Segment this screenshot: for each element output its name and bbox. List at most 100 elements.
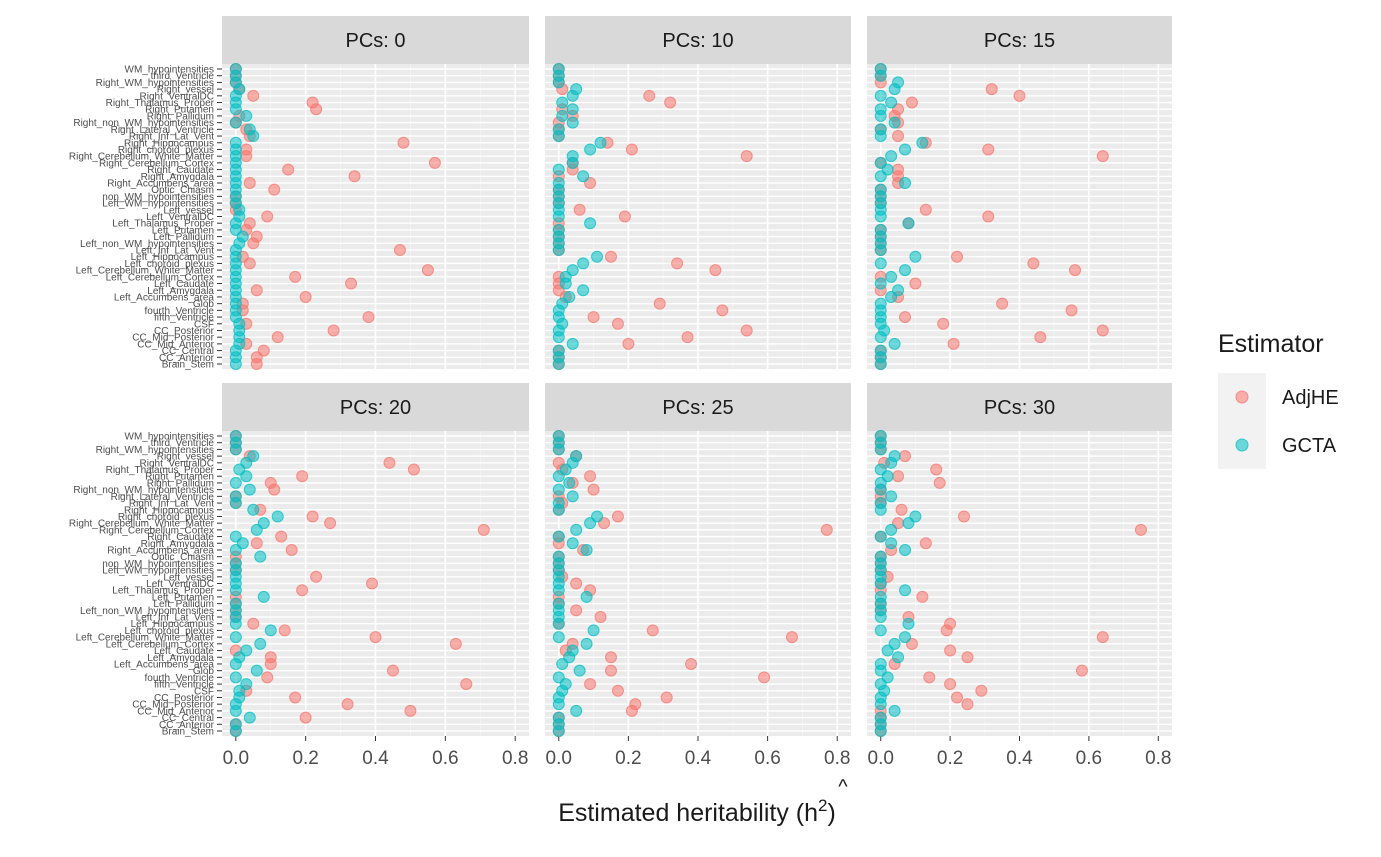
point-adjhe [604, 250, 617, 263]
point-gcta [584, 517, 597, 530]
point-adjhe [299, 290, 312, 303]
facet-label: PCs: 10 [662, 30, 733, 52]
y-tick-label: Left_Amygdala [147, 653, 214, 664]
point-adjhe [740, 324, 753, 337]
point-gcta [566, 337, 579, 350]
x-tick-label: 0.8 [824, 748, 850, 769]
y-tick-label: Left_Inf_Lat_Vent [136, 246, 215, 257]
point-adjhe [584, 470, 597, 483]
point-adjhe [930, 463, 943, 476]
point-gcta [591, 250, 604, 263]
point-adjhe [366, 577, 379, 590]
point-adjhe [250, 284, 263, 297]
point-gcta [229, 443, 242, 456]
point-gcta [254, 637, 267, 650]
point-adjhe [951, 250, 964, 263]
point-gcta [552, 130, 565, 143]
point-gcta [874, 109, 887, 122]
point-gcta [229, 543, 242, 556]
point-adjhe [345, 277, 358, 290]
point-adjhe [324, 517, 337, 530]
point-gcta [874, 331, 887, 344]
point-gcta [885, 270, 898, 283]
point-adjhe [740, 150, 753, 163]
point-adjhe [296, 584, 309, 597]
point-adjhe [289, 691, 302, 704]
point-adjhe [264, 657, 277, 670]
point-gcta [577, 284, 590, 297]
y-tick-label: WM_hypointensities [125, 65, 214, 76]
point-gcta [916, 136, 929, 149]
y-tick-label: Left_Putamen [152, 225, 214, 236]
legend: Estimator AdjHE GCTA [1218, 330, 1339, 469]
point-gcta [229, 116, 242, 129]
point-adjhe [716, 304, 729, 317]
x-tick-label: 0.6 [1076, 748, 1102, 769]
point-adjhe [584, 678, 597, 691]
facet-panel-1: PCs: 10 [545, 16, 851, 370]
point-adjhe [268, 483, 281, 496]
legend-title: Estimator [1218, 330, 1324, 358]
point-adjhe [310, 570, 323, 583]
facet-label: PCs: 0 [345, 30, 405, 52]
point-adjhe [421, 264, 434, 277]
y-tick-label: CSF [194, 319, 214, 330]
point-adjhe [268, 183, 281, 196]
y-tick-label: CC_Posterior [154, 326, 215, 337]
y-tick-label: Glob [193, 299, 215, 310]
y-tick-label: CC_Mid_Posterior [132, 700, 214, 711]
point-adjhe [369, 631, 382, 644]
point-gcta [577, 170, 590, 183]
point-gcta [229, 704, 242, 717]
point-gcta [874, 483, 887, 496]
y-tick-label: Right_WM_hypointensities [96, 445, 214, 456]
point-adjhe [895, 503, 908, 516]
point-gcta [566, 116, 579, 129]
point-gcta [264, 624, 277, 637]
point-adjhe [604, 651, 617, 664]
facet-panel-5: PCs: 30 0.0 0.2 0.4 0.6 0.8 [867, 383, 1172, 769]
y-tick-label: Right_non_WM_hypointensities [73, 485, 214, 496]
point-adjhe [397, 136, 410, 149]
point-adjhe [285, 543, 298, 556]
y-tick-label: Right_VentralDC [140, 91, 214, 102]
y-tick-label: Left_WM_hypointensities [102, 199, 214, 210]
point-gcta [892, 651, 905, 664]
point-gcta [570, 523, 583, 536]
point-adjhe [386, 664, 399, 677]
y-tick-label: fourth_Ventricle [145, 673, 215, 684]
facet-panel-4: PCs: 25 0.0 0.2 0.4 0.6 0.8 [545, 383, 851, 769]
point-gcta [580, 590, 593, 603]
point-adjhe [587, 311, 600, 324]
y-tick-label: Right_Inf_Lat_Vent [129, 132, 214, 143]
point-gcta [902, 517, 915, 530]
x-tick-label: 0.0 [868, 748, 894, 769]
y-tick-label: Right_Inf_Lat_Vent [129, 499, 214, 510]
point-adjhe [240, 150, 253, 163]
point-adjhe [247, 237, 260, 250]
point-gcta [566, 156, 579, 169]
point-adjhe [996, 297, 1009, 310]
y-tick-label: Left_Pallidum [153, 599, 214, 610]
point-gcta [874, 611, 887, 624]
y-tick-label: Right_Caudate [147, 532, 214, 543]
point-gcta [885, 290, 898, 303]
y-tick-label: Left_Accumbens_area [114, 292, 215, 303]
point-adjhe [951, 691, 964, 704]
y-tick-label: Right_Lateral_Ventricle [111, 492, 215, 503]
point-adjhe [407, 463, 420, 476]
point-adjhe [611, 684, 624, 697]
y-tick-label: Right_choroid_plexus [118, 145, 214, 156]
point-adjhe [271, 331, 284, 344]
point-adjhe [296, 470, 309, 483]
point-adjhe [250, 537, 263, 550]
point-adjhe [1065, 304, 1078, 317]
point-adjhe [899, 311, 912, 324]
y-tick-label: Right_Putamen [145, 105, 214, 116]
point-gcta [247, 503, 260, 516]
point-adjhe [653, 297, 666, 310]
point-adjhe [625, 143, 638, 156]
point-gcta [899, 143, 912, 156]
point-gcta [552, 76, 565, 89]
y-tick-label: Left_non_WM_hypointensities [80, 239, 214, 250]
